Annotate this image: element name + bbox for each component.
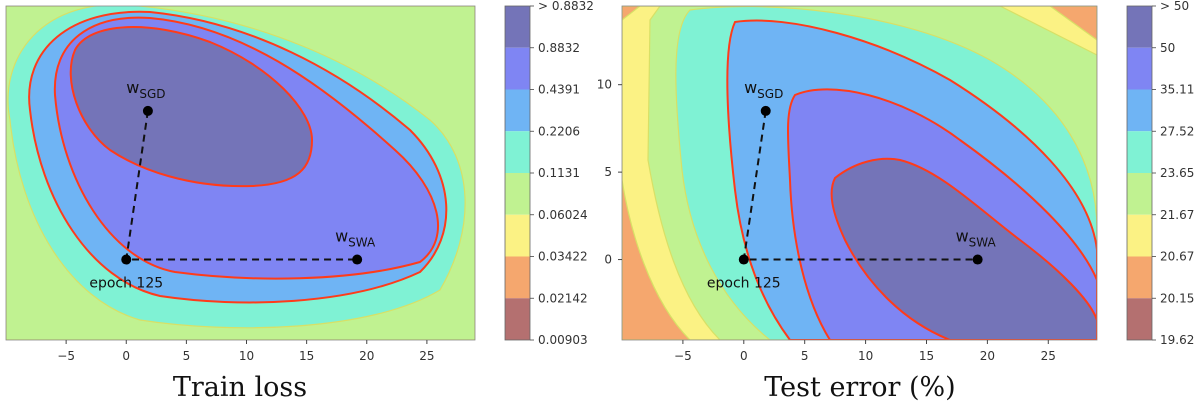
colorbar-label: 20.67: [1160, 250, 1194, 264]
colorbar-label: 0.06024: [538, 208, 588, 222]
colorbar-segment-7: [505, 298, 530, 340]
y-tick-label: 5: [604, 165, 612, 179]
x-tick-label: 20: [359, 349, 374, 363]
colorbar-label: > 50: [1160, 0, 1189, 13]
x-tick-label: 25: [1041, 349, 1056, 363]
contour-bands: [622, 6, 1097, 340]
test-error-panel: −5 0 5 10 15 20 25 0 5 10 wSGD wSWA epoch 125 > 50 50 3…: [597, 0, 1195, 403]
point-label-w-sgd: wSGD: [744, 78, 783, 101]
x-tick-label: 5: [183, 349, 191, 363]
plot-frame: [5, 5, 476, 341]
colorbar-label: 0.03422: [538, 250, 588, 264]
x-tick-label: 10: [858, 349, 873, 363]
colorbar-label: 0.4391: [538, 83, 580, 97]
colorbar-label: > 0.8832: [538, 0, 594, 13]
colorbar-segment-0: [505, 6, 530, 48]
contour-bands: [6, 6, 475, 340]
colorbar-label: 35.11: [1160, 83, 1194, 97]
x-tick-label: −5: [57, 349, 75, 363]
x-tick-label: 15: [299, 349, 314, 363]
colorbar-label: 0.1131: [538, 166, 580, 180]
colorbar-label: 21.67: [1160, 208, 1194, 222]
y-tick-label: 10: [597, 78, 612, 92]
colorbar-label: 19.62: [1160, 333, 1194, 347]
point-w-sgd: [760, 105, 771, 116]
point-label-epoch-125: epoch 125: [89, 276, 163, 292]
colorbar-label: 0.00903: [538, 333, 588, 347]
point-label-w-sgd: wSGD: [126, 78, 165, 101]
point-epoch-125: [121, 254, 132, 265]
colorbar-segment-5: [505, 214, 530, 257]
colorbar: > 0.8832 0.8832 0.4391 0.2206 0.1131 0.06024 0…: [504, 0, 594, 347]
colorbar-segment-2: [1127, 89, 1152, 132]
point-epoch-125: [738, 254, 749, 265]
colorbar-segment-2: [505, 89, 530, 132]
panel-title: Test error (%): [764, 372, 955, 403]
point-w-swa: [352, 254, 363, 265]
colorbar-segment-0: [1127, 6, 1152, 48]
point-label-epoch-125: epoch 125: [707, 276, 781, 292]
colorbar-label: 20.15: [1160, 291, 1194, 305]
point-label-w-swa: wSWA: [335, 227, 376, 250]
contour-band-7: [830, 157, 1097, 340]
colorbar-label: 0.8832: [538, 41, 580, 55]
colorbar-label: 23.65: [1160, 166, 1194, 180]
colorbar-segment-5: [1127, 214, 1152, 257]
train-loss-panel: −5 0 5 10 15 20 25 wSGD wSWA epoch 125 > 0.8832 0.8…: [5, 0, 594, 403]
x-tick-label: 20: [980, 349, 995, 363]
x-tick-label: 5: [801, 349, 809, 363]
x-tick-label: −5: [674, 349, 692, 363]
colorbar-segment-6: [1127, 256, 1152, 299]
x-tick-label: 0: [740, 349, 748, 363]
x-tick-label: 15: [919, 349, 934, 363]
colorbar-segment-4: [505, 173, 530, 215]
point-w-sgd: [142, 105, 153, 116]
colorbar-segment-3: [1127, 131, 1152, 173]
colorbar-label: 27.52: [1160, 124, 1194, 138]
colorbar-label: 0.2206: [538, 124, 580, 138]
plot-frame: [621, 5, 1098, 341]
colorbar-segment-3: [505, 131, 530, 173]
colorbar-segment-4: [1127, 173, 1152, 215]
colorbar-segment-1: [505, 47, 530, 90]
point-w-swa: [972, 254, 983, 265]
colorbar-segment-6: [505, 256, 530, 299]
panel-title: Train loss: [173, 372, 307, 403]
x-tick-label: 10: [239, 349, 254, 363]
x-tick-label: 25: [419, 349, 434, 363]
x-tick-label: 0: [122, 349, 130, 363]
colorbar-label: 0.02142: [538, 291, 588, 305]
colorbar-segment-1: [1127, 47, 1152, 90]
colorbar-label: 50: [1160, 41, 1175, 55]
point-label-w-swa: wSWA: [956, 227, 997, 250]
contour-band-7: [69, 26, 314, 188]
colorbar-segment-7: [1127, 298, 1152, 340]
colorbar: > 50 50 35.11 27.52 23.65 21.67 20.67 20.15 19.6…: [1126, 0, 1194, 347]
y-tick-label: 0: [604, 253, 612, 267]
